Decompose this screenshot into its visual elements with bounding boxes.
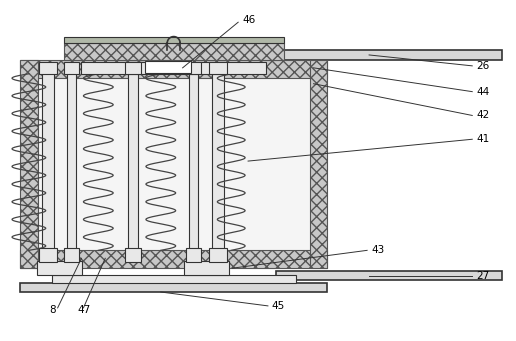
Text: 43: 43 bbox=[371, 245, 384, 255]
Bar bbox=[42, 70, 54, 250]
Text: 42: 42 bbox=[476, 110, 490, 120]
Bar bbox=[186, 62, 201, 74]
Bar bbox=[209, 248, 227, 262]
Text: 41: 41 bbox=[476, 134, 490, 144]
Bar bbox=[39, 248, 57, 262]
Bar bbox=[186, 248, 201, 262]
Bar bbox=[63, 62, 79, 74]
Bar bbox=[39, 62, 57, 74]
Bar bbox=[213, 70, 224, 250]
Bar bbox=[20, 60, 328, 78]
Bar bbox=[20, 250, 328, 268]
Bar bbox=[63, 43, 284, 60]
Text: 44: 44 bbox=[476, 87, 490, 97]
Bar bbox=[276, 271, 502, 280]
Text: 45: 45 bbox=[272, 301, 285, 311]
Bar bbox=[209, 62, 227, 74]
Bar bbox=[188, 70, 199, 250]
Bar bbox=[125, 62, 141, 74]
Bar bbox=[20, 60, 38, 268]
Text: 47: 47 bbox=[77, 305, 91, 315]
Bar bbox=[63, 248, 79, 262]
Text: 26: 26 bbox=[476, 61, 490, 71]
Text: 8: 8 bbox=[50, 305, 56, 315]
Bar bbox=[128, 70, 138, 250]
Bar bbox=[38, 78, 310, 250]
Bar bbox=[184, 261, 229, 275]
Bar bbox=[310, 60, 328, 268]
Bar bbox=[37, 261, 83, 275]
Bar bbox=[63, 37, 284, 43]
Text: 46: 46 bbox=[242, 15, 255, 25]
Bar bbox=[52, 275, 296, 283]
Bar bbox=[276, 50, 502, 60]
Bar bbox=[82, 62, 266, 74]
Bar bbox=[20, 283, 328, 292]
Bar bbox=[67, 70, 76, 250]
Text: 27: 27 bbox=[476, 271, 490, 281]
Bar bbox=[125, 248, 141, 262]
Bar bbox=[145, 61, 190, 73]
